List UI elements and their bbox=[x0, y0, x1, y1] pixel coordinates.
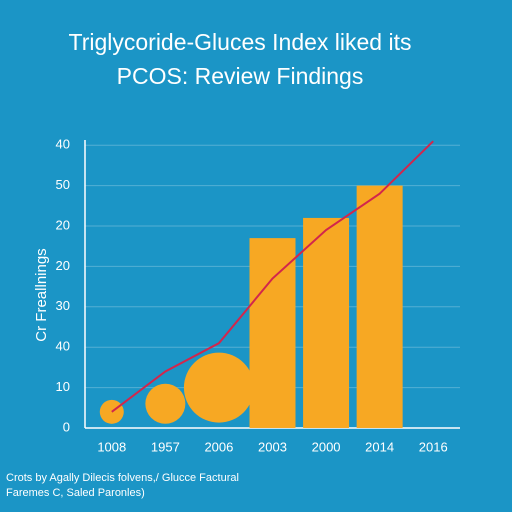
y-tick-label: 40 bbox=[56, 137, 70, 152]
x-tick-label: 2014 bbox=[365, 439, 394, 454]
chart-title: Triglycoride-Gluces Index liked its bbox=[69, 29, 412, 55]
x-tick-label: 2006 bbox=[204, 439, 233, 454]
x-tick-label: 1008 bbox=[97, 439, 126, 454]
y-tick-label: 40 bbox=[56, 339, 70, 354]
y-tick-label: 20 bbox=[56, 217, 70, 232]
chart-title: PCOS: Review Findings bbox=[117, 63, 364, 89]
y-tick-label: 50 bbox=[56, 177, 70, 192]
footnote: Crots by Agally Dilecis folvens,/ Glucce… bbox=[6, 472, 239, 484]
y-tick-label: 10 bbox=[56, 379, 70, 394]
y-tick-label: 30 bbox=[56, 298, 70, 313]
bar bbox=[249, 238, 296, 428]
bubble bbox=[183, 352, 254, 423]
bar bbox=[303, 217, 350, 428]
x-tick-label: 1957 bbox=[151, 439, 180, 454]
footnote: Faremes C, Saled Paronles) bbox=[6, 487, 145, 499]
x-tick-label: 2003 bbox=[258, 439, 287, 454]
line bbox=[111, 140, 434, 413]
x-tick-label: 2000 bbox=[312, 439, 341, 454]
y-tick-label: 20 bbox=[56, 258, 70, 273]
y-tick-label: 0 bbox=[63, 419, 70, 434]
y-axis-label: Cr Freallnings bbox=[33, 248, 50, 341]
bar bbox=[356, 185, 403, 428]
x-tick-label: 2016 bbox=[419, 439, 448, 454]
bubble bbox=[145, 383, 186, 424]
